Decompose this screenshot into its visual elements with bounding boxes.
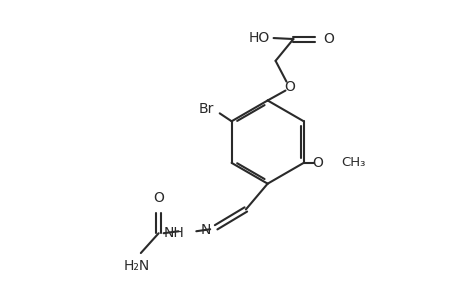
Text: Br: Br: [198, 102, 213, 116]
Text: O: O: [322, 32, 333, 46]
Text: O: O: [312, 156, 322, 170]
Text: HO: HO: [248, 31, 269, 45]
Text: CH₃: CH₃: [341, 156, 365, 170]
Text: O: O: [153, 191, 164, 206]
Text: H₂N: H₂N: [123, 259, 150, 273]
Text: O: O: [283, 80, 294, 94]
Text: N: N: [201, 223, 211, 237]
Text: NH: NH: [163, 226, 184, 240]
